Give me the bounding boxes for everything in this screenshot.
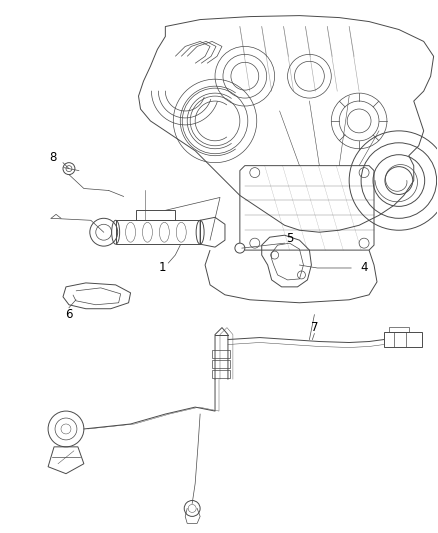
Text: 6: 6 [65, 308, 73, 321]
Text: 4: 4 [360, 262, 368, 274]
Bar [389, 327, 409, 332]
Bar [212, 351, 230, 358]
Text: 8: 8 [49, 151, 57, 164]
Text: 5: 5 [286, 232, 293, 245]
Bar [384, 332, 422, 348]
Bar [212, 370, 230, 378]
Circle shape [235, 243, 245, 253]
Bar [135, 211, 175, 220]
Text: 7: 7 [311, 321, 318, 334]
Text: 1: 1 [159, 262, 166, 274]
Bar [116, 220, 200, 244]
Bar [212, 360, 230, 368]
